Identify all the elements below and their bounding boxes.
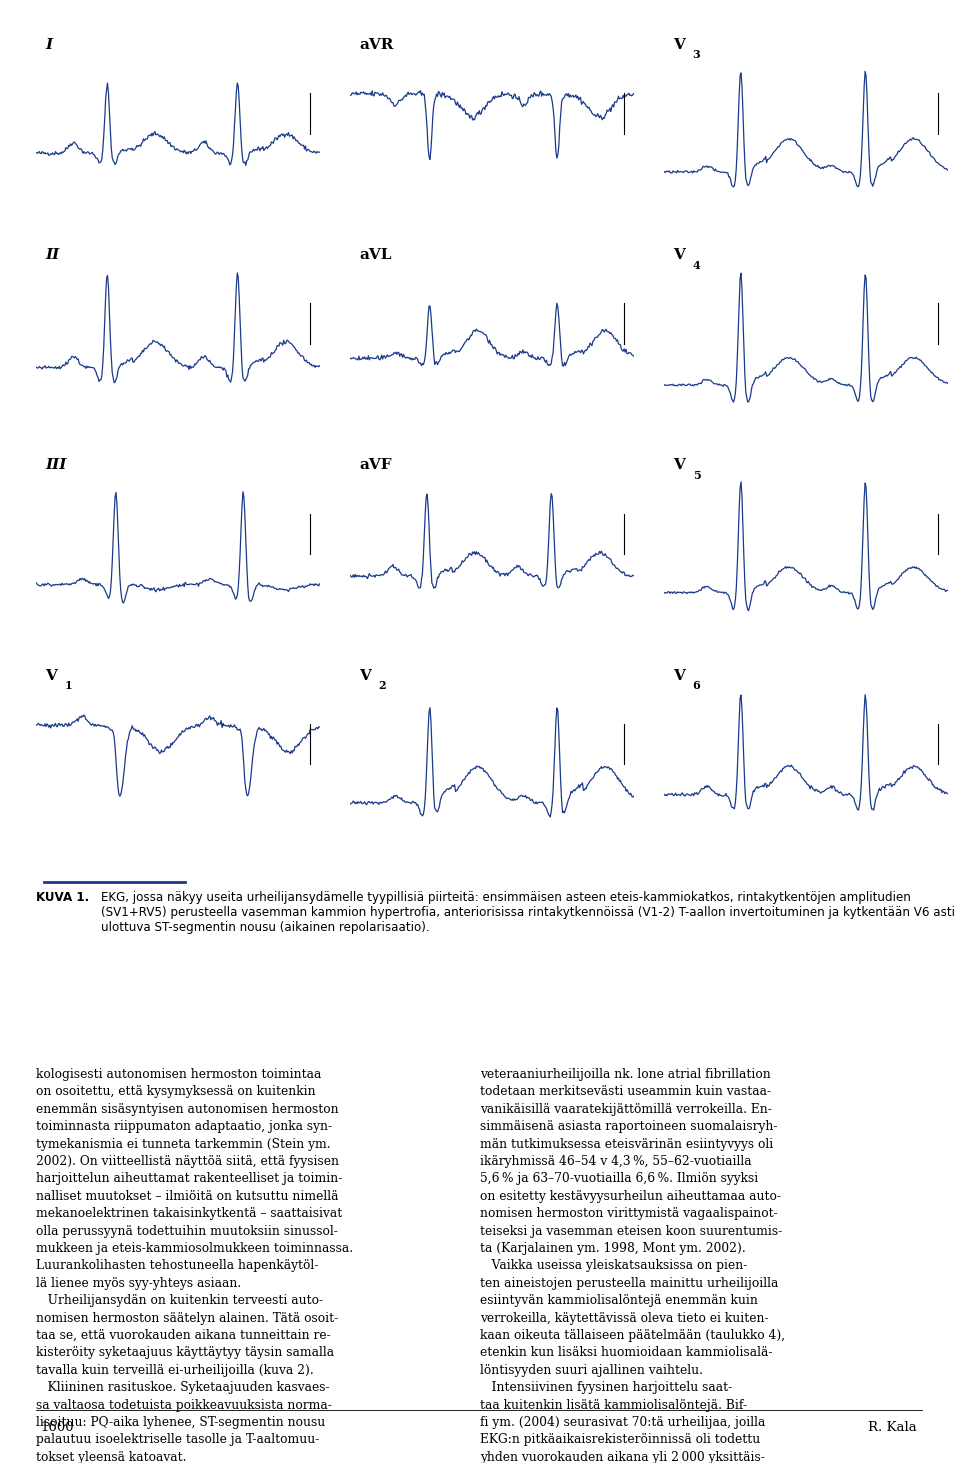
Text: 2: 2 (378, 680, 386, 692)
Text: 4: 4 (692, 260, 701, 271)
Text: R. Kala: R. Kala (868, 1421, 917, 1434)
Text: V: V (673, 38, 684, 51)
Text: 1600: 1600 (40, 1421, 74, 1434)
Text: V: V (45, 669, 57, 683)
Text: V: V (673, 458, 684, 473)
Text: 5: 5 (692, 470, 701, 481)
Text: KUVA 1.: KUVA 1. (36, 891, 89, 904)
Text: III: III (45, 458, 66, 473)
Text: EKG, jossa näkyy useita urheilijansydämelle tyypillisiä piirteitä: ensimmäisen a: EKG, jossa näkyy useita urheilijansydäme… (101, 891, 955, 933)
Text: kologisesti autonomisen hermoston toimintaa
on osoitettu, että kysymyksessä on k: kologisesti autonomisen hermoston toimin… (36, 1068, 353, 1463)
Text: V: V (673, 669, 684, 683)
Text: 1: 1 (64, 680, 72, 692)
Text: II: II (45, 249, 60, 262)
Text: V: V (673, 249, 684, 262)
Text: aVL: aVL (359, 249, 392, 262)
Text: veteraaniurheilijoilla nk. lone atrial fibrillation
todetaan merkitsevästi useam: veteraaniurheilijoilla nk. lone atrial f… (480, 1068, 785, 1463)
Text: V: V (359, 669, 371, 683)
Text: 6: 6 (692, 680, 701, 692)
Text: aVR: aVR (359, 38, 394, 51)
Text: aVF: aVF (359, 458, 392, 473)
Text: I: I (45, 38, 52, 51)
Text: 3: 3 (692, 50, 701, 60)
